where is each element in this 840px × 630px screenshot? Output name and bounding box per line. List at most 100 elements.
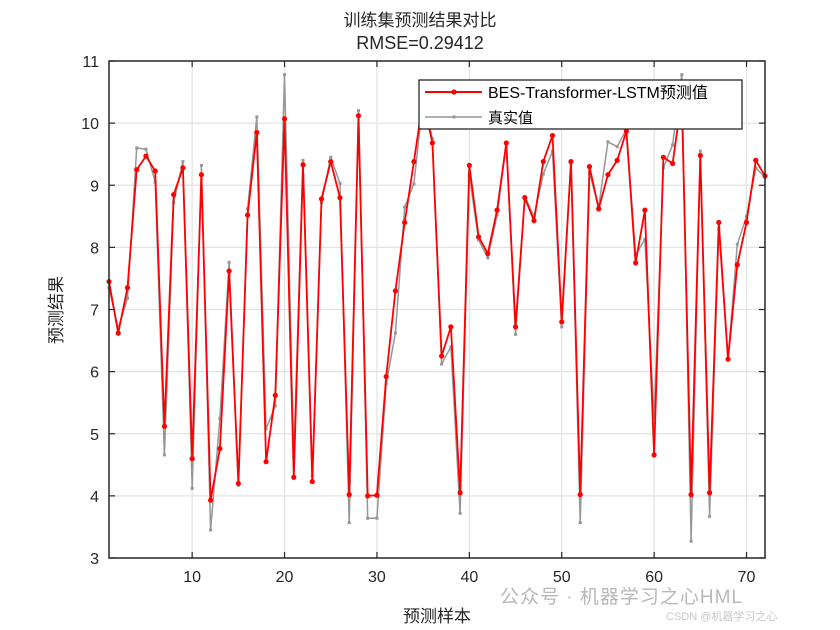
data-point bbox=[643, 237, 647, 241]
data-point bbox=[623, 128, 630, 134]
data-point bbox=[568, 159, 574, 165]
x-tick-label: 60 bbox=[645, 569, 663, 586]
data-point bbox=[412, 182, 416, 186]
data-point bbox=[439, 353, 445, 359]
data-point bbox=[615, 145, 619, 149]
data-point bbox=[754, 166, 758, 170]
y-tick-label: 11 bbox=[82, 54, 99, 71]
data-point bbox=[218, 416, 222, 420]
x-tick-label: 10 bbox=[183, 569, 201, 586]
data-point bbox=[346, 492, 352, 498]
data-point bbox=[198, 172, 204, 178]
data-point bbox=[254, 129, 260, 136]
data-point bbox=[586, 164, 593, 170]
data-point bbox=[605, 172, 611, 178]
legend-pred-label: BES-Transformer-LSTM预测值 bbox=[488, 84, 708, 102]
data-point bbox=[477, 238, 481, 242]
data-point bbox=[393, 331, 397, 335]
data-point bbox=[392, 288, 399, 294]
y-tick-label: 3 bbox=[90, 551, 99, 568]
data-point bbox=[134, 167, 140, 173]
axis-ticks bbox=[109, 60, 765, 559]
data-point bbox=[337, 195, 343, 201]
data-point bbox=[208, 497, 214, 503]
data-point bbox=[633, 260, 639, 266]
data-point bbox=[689, 539, 693, 543]
data-point bbox=[144, 147, 148, 151]
data-point bbox=[135, 146, 139, 150]
data-point bbox=[318, 196, 325, 202]
data-point bbox=[143, 153, 149, 159]
data-point bbox=[235, 480, 241, 487]
data-point bbox=[300, 162, 306, 168]
data-point bbox=[181, 160, 185, 164]
data-point bbox=[152, 168, 158, 174]
data-point bbox=[549, 132, 556, 139]
series-true-values bbox=[107, 73, 767, 543]
data-point bbox=[374, 492, 380, 498]
y-tick-label: 4 bbox=[90, 489, 99, 506]
data-point bbox=[448, 324, 454, 330]
data-point bbox=[596, 206, 602, 212]
data-point bbox=[458, 511, 462, 515]
data-point bbox=[503, 140, 509, 146]
data-point bbox=[486, 256, 490, 260]
data-point bbox=[457, 490, 463, 496]
data-point bbox=[697, 152, 703, 159]
data-point bbox=[283, 73, 287, 77]
data-point bbox=[651, 452, 657, 458]
data-point bbox=[429, 140, 435, 146]
data-point bbox=[226, 268, 232, 274]
x-tick-label: 50 bbox=[553, 569, 571, 586]
data-point bbox=[244, 212, 251, 218]
data-point bbox=[227, 260, 231, 264]
data-point bbox=[735, 242, 739, 246]
data-point bbox=[209, 528, 213, 532]
chart-title: 训练集预测结果对比 bbox=[343, 11, 497, 31]
data-point bbox=[199, 163, 203, 167]
data-point bbox=[514, 332, 518, 336]
data-point bbox=[485, 250, 491, 257]
y-tick-label: 5 bbox=[90, 427, 99, 444]
x-axis-title: 预测样本 bbox=[403, 607, 471, 627]
x-tick-label: 40 bbox=[460, 569, 478, 586]
data-point bbox=[531, 218, 537, 224]
data-point bbox=[291, 474, 297, 480]
y-tick-label: 10 bbox=[81, 116, 99, 133]
data-point bbox=[725, 356, 731, 362]
data-point bbox=[688, 492, 694, 498]
data-point bbox=[660, 154, 666, 160]
y-tick-label: 8 bbox=[90, 240, 99, 257]
x-tick-label: 70 bbox=[738, 569, 756, 586]
legend-true-label: 真实值 bbox=[488, 109, 533, 127]
legend: BES-Transformer-LSTM预测值 真实值 bbox=[418, 79, 743, 130]
data-point bbox=[494, 207, 500, 213]
data-point bbox=[440, 362, 444, 366]
legend-true-marker-icon bbox=[452, 115, 456, 119]
data-point bbox=[411, 159, 417, 165]
data-point bbox=[706, 490, 713, 496]
data-point bbox=[449, 345, 453, 349]
chart-subtitle: RMSE=0.29412 bbox=[356, 33, 484, 53]
data-point bbox=[614, 157, 620, 163]
legend-box bbox=[418, 79, 743, 130]
data-point bbox=[366, 516, 370, 520]
data-point bbox=[255, 115, 259, 119]
data-point bbox=[680, 73, 684, 77]
data-point bbox=[217, 446, 223, 452]
y-tick-label: 6 bbox=[90, 365, 99, 382]
data-point bbox=[466, 162, 472, 168]
y-axis-title: 预测结果 bbox=[47, 276, 67, 344]
series-predicted-values bbox=[106, 95, 768, 503]
watermark: 公众号 · 机器学习之心HML bbox=[500, 587, 744, 608]
data-point bbox=[329, 155, 333, 159]
data-point bbox=[743, 219, 750, 226]
data-point bbox=[347, 521, 351, 525]
data-point bbox=[402, 219, 408, 226]
data-point bbox=[115, 330, 121, 336]
data-point bbox=[263, 459, 269, 465]
data-point bbox=[365, 493, 371, 499]
data-point bbox=[338, 181, 342, 185]
data-point bbox=[652, 416, 656, 420]
